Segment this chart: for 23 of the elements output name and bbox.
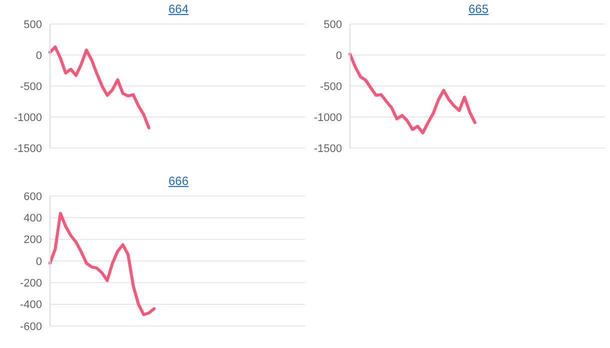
y-tick-label: 0: [36, 256, 42, 268]
line-series: [348, 52, 476, 134]
y-tick-label: 600: [24, 190, 42, 203]
y-tick-label: -400: [20, 299, 42, 312]
y-tick-label: -600: [20, 320, 42, 333]
y-tick-label: -1500: [14, 142, 42, 155]
y-tick-label: -1000: [14, 112, 42, 124]
y-tick-label: -1000: [314, 112, 342, 124]
y-tick-label: -200: [20, 278, 42, 290]
chart-title: 664: [168, 2, 189, 16]
chart-title: 666: [168, 174, 189, 188]
y-tick-label: -1500: [314, 142, 342, 155]
y-tick-label: 500: [324, 18, 342, 31]
y-tick-label: -500: [320, 80, 342, 93]
chart-title: 665: [468, 2, 489, 16]
line-series: [48, 212, 156, 316]
y-tick-label: -500: [20, 80, 42, 93]
y-tick-label: 0: [36, 50, 42, 62]
y-tick-label: 400: [24, 212, 42, 225]
y-tick-label: 500: [24, 18, 42, 31]
y-tick-label: 0: [336, 50, 342, 62]
y-tick-label: 200: [24, 234, 42, 246]
line-series: [48, 45, 150, 130]
